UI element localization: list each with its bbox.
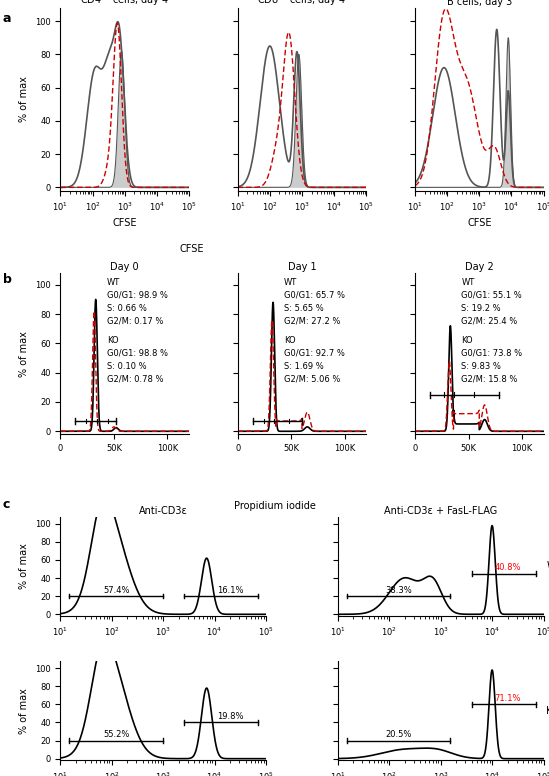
Title: Day 2: Day 2	[465, 262, 494, 272]
Text: 40.8%: 40.8%	[495, 563, 521, 572]
Text: G0/G1: 98.9 %: G0/G1: 98.9 %	[107, 291, 167, 300]
Text: S: 0.66 %: S: 0.66 %	[107, 303, 147, 313]
Text: 38.3%: 38.3%	[385, 586, 412, 594]
Text: G2/M: 15.8 %: G2/M: 15.8 %	[461, 375, 518, 383]
Text: c: c	[3, 498, 10, 511]
Text: a: a	[3, 12, 11, 25]
Text: G0/G1: 92.7 %: G0/G1: 92.7 %	[284, 348, 345, 358]
Text: KO: KO	[284, 336, 295, 345]
Text: 57.4%: 57.4%	[103, 586, 130, 594]
Y-axis label: % of max: % of max	[19, 331, 29, 376]
Text: G0/G1: 98.8 %: G0/G1: 98.8 %	[107, 348, 167, 358]
Text: CFSE: CFSE	[179, 244, 204, 255]
Title: CD4$^+$ cells, day 4: CD4$^+$ cells, day 4	[80, 0, 169, 8]
Title: Anti-CD3ε + FasL-FLAG: Anti-CD3ε + FasL-FLAG	[384, 506, 497, 516]
Title: B cells, day 3: B cells, day 3	[447, 0, 512, 7]
Text: WT: WT	[461, 278, 474, 287]
Title: CD8$^+$ cells, day 4: CD8$^+$ cells, day 4	[257, 0, 346, 8]
Y-axis label: % of max: % of max	[19, 543, 29, 589]
Text: 20.5%: 20.5%	[385, 730, 412, 739]
Text: G2/M: 5.06 %: G2/M: 5.06 %	[284, 375, 340, 383]
Text: G0/G1: 73.8 %: G0/G1: 73.8 %	[461, 348, 523, 358]
Text: KO: KO	[546, 705, 549, 715]
Text: S: 1.69 %: S: 1.69 %	[284, 362, 324, 371]
Text: G2/M: 27.2 %: G2/M: 27.2 %	[284, 317, 340, 326]
Text: 16.1%: 16.1%	[217, 586, 243, 594]
Text: S: 0.10 %: S: 0.10 %	[107, 362, 146, 371]
Text: G2/M: 25.4 %: G2/M: 25.4 %	[461, 317, 518, 326]
Title: Day 0: Day 0	[110, 262, 139, 272]
Text: G0/G1: 55.1 %: G0/G1: 55.1 %	[461, 291, 522, 300]
Title: Anti-CD3ε: Anti-CD3ε	[139, 506, 188, 516]
Text: G2/M: 0.17 %: G2/M: 0.17 %	[107, 317, 163, 326]
Text: 19.8%: 19.8%	[217, 712, 243, 721]
Text: S: 9.83 %: S: 9.83 %	[461, 362, 501, 371]
X-axis label: CFSE: CFSE	[467, 218, 491, 228]
Text: S: 5.65 %: S: 5.65 %	[284, 303, 324, 313]
Title: Day 1: Day 1	[288, 262, 316, 272]
Y-axis label: % of max: % of max	[19, 76, 29, 122]
Text: b: b	[3, 273, 12, 286]
Y-axis label: % of max: % of max	[19, 688, 29, 733]
Text: G2/M: 0.78 %: G2/M: 0.78 %	[107, 375, 163, 383]
Text: Propidium iodide: Propidium iodide	[233, 501, 316, 511]
Text: 55.2%: 55.2%	[103, 730, 130, 739]
Text: S: 19.2 %: S: 19.2 %	[461, 303, 501, 313]
Text: KO: KO	[461, 336, 473, 345]
Text: WT: WT	[546, 561, 549, 571]
Text: 71.1%: 71.1%	[495, 694, 521, 703]
X-axis label: CFSE: CFSE	[113, 218, 137, 228]
Text: WT: WT	[284, 278, 297, 287]
Text: WT: WT	[107, 278, 120, 287]
Text: G0/G1: 65.7 %: G0/G1: 65.7 %	[284, 291, 345, 300]
Text: KO: KO	[107, 336, 118, 345]
